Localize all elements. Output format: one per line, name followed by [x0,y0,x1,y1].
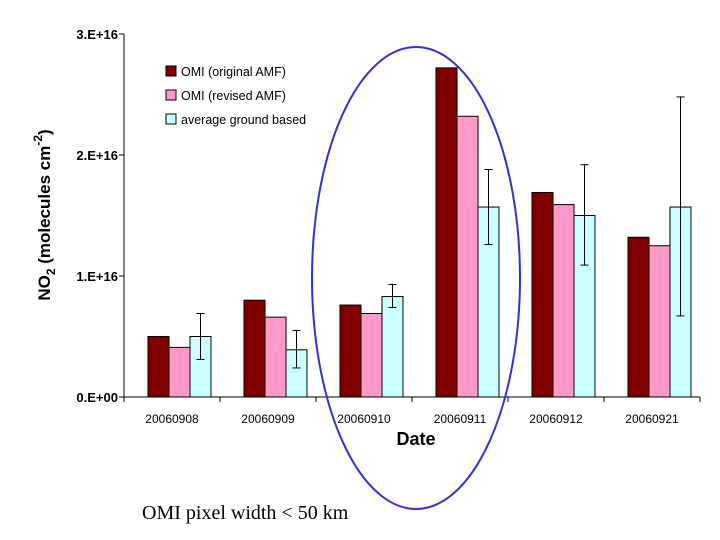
bar-omi-revised-20060910 [360,313,383,398]
y-tick-label: 1.E+16 [76,269,118,284]
bar-omi-revised-20060911 [456,115,479,398]
legend-label: OMI (revised AMF) [181,89,286,103]
highlight-ellipse [311,46,521,510]
error-bar-20060912 [580,164,589,266]
legend-label: average ground based [181,113,306,127]
error-bar-20060910 [388,283,397,308]
legend-swatch [165,89,177,101]
x-tick-label-20060910: 20060910 [337,412,391,426]
bar-omi-original-20060912 [531,192,554,398]
legend-item-1: OMI (revised AMF) [165,89,286,103]
error-bar-20060911 [484,169,493,246]
legend-item-0: OMI (original AMF) [165,65,286,79]
y-tick-label: 3.E+16 [76,27,118,42]
y-tick-label: 2.E+16 [76,148,118,163]
bar-omi-revised-20060908 [168,346,191,398]
bar-omi-original-20060921 [627,236,650,398]
caption-pixel-width: OMI pixel width < 50 km [142,502,349,524]
x-tick-label-20060921: 20060921 [625,412,679,426]
x-tick-label-20060908: 20060908 [145,412,199,426]
legend-label: OMI (original AMF) [181,65,286,79]
bar-omi-original-20060909 [243,299,266,398]
legend-swatch [165,113,177,125]
bar-omi-revised-20060912 [552,204,575,398]
x-tick-label-20060911: 20060911 [434,412,487,426]
legend-swatch [165,65,177,77]
bar-omi-revised-20060909 [264,316,287,398]
bar-omi-revised-20060921 [648,245,671,398]
legend: OMI (original AMF) OMI (revised AMF) avera… [165,65,306,127]
bar-omi-original-20060911 [435,67,458,398]
error-bar-20060908 [196,313,205,360]
x-tick-label-20060912: 20060912 [529,412,583,426]
error-bar-20060921 [676,96,685,317]
bar-ground-based-20060910 [381,296,404,398]
bar-omi-original-20060908 [147,336,170,398]
bar-omi-original-20060910 [339,304,362,398]
error-bar-20060909 [292,329,301,369]
legend-item-2: average ground based [165,113,306,127]
y-tick-label: 0.E+00 [76,390,118,405]
x-tick-label-20060909: 20060909 [241,412,295,426]
x-axis-title: Date [396,429,435,449]
y-axis-title: NO2 (molecules cm-2) [31,129,58,300]
